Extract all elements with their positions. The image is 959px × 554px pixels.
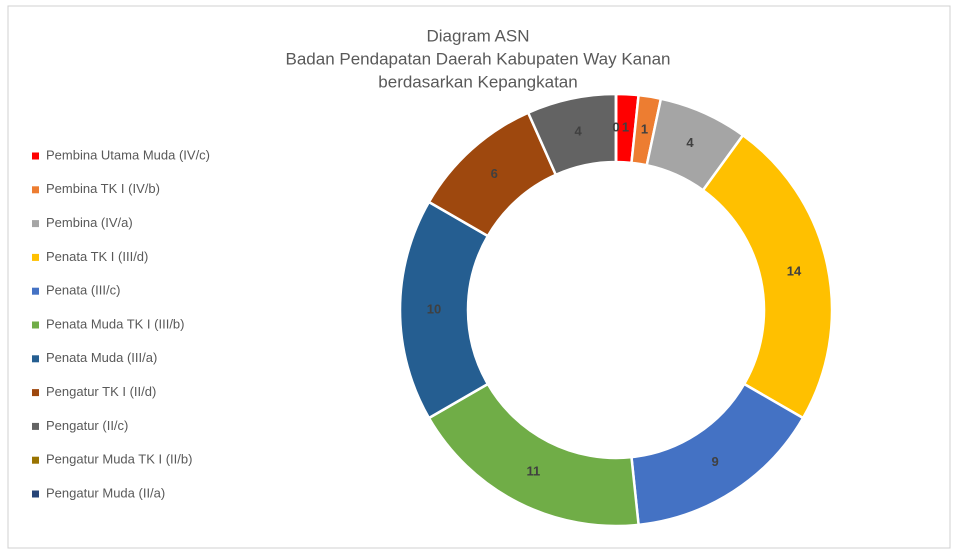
legend-swatch <box>32 456 39 464</box>
data-label: 14 <box>787 264 802 279</box>
data-label: 4 <box>686 135 694 150</box>
legend-label: Pembina (IV/a) <box>46 215 133 230</box>
legend-swatch <box>32 321 39 329</box>
legend-swatch <box>32 389 39 397</box>
data-label: 4 <box>575 123 583 138</box>
chart-title: berdasarkan Kepangkatan <box>378 72 577 91</box>
data-label: 0 <box>612 119 619 134</box>
legend-label: Penata (III/c) <box>46 283 120 298</box>
data-label: 10 <box>427 301 441 316</box>
legend-label: Pengatur Muda (II/a) <box>46 485 165 500</box>
legend-swatch <box>32 152 39 160</box>
chart-title: Diagram ASN <box>427 26 530 45</box>
legend-label: Pengatur Muda TK I (II/b) <box>46 452 192 467</box>
legend-label: Penata Muda (III/a) <box>46 350 157 365</box>
chart-title: Badan Pendapatan Daerah Kabupaten Way Ka… <box>286 49 671 68</box>
legend-label: Pembina Utama Muda (IV/c) <box>46 147 210 162</box>
legend-swatch <box>32 253 39 261</box>
legend-label: Pengatur TK I (II/d) <box>46 384 156 399</box>
legend-swatch <box>32 287 39 295</box>
data-label: 1 <box>622 120 629 135</box>
legend-swatch <box>32 186 39 194</box>
legend-label: Penata Muda TK I (III/b) <box>46 316 185 331</box>
legend-swatch <box>32 490 39 498</box>
data-label: 9 <box>712 454 719 469</box>
legend-swatch <box>32 422 39 430</box>
data-label: 1 <box>641 122 648 137</box>
legend-label: Penata TK I (III/d) <box>46 249 148 264</box>
legend-label: Pengatur (II/c) <box>46 418 128 433</box>
data-label: 6 <box>491 166 498 181</box>
legend-swatch <box>32 355 39 363</box>
legend-swatch <box>32 220 39 228</box>
data-label: 11 <box>526 464 540 479</box>
legend-label: Pembina TK I (IV/b) <box>46 181 160 196</box>
